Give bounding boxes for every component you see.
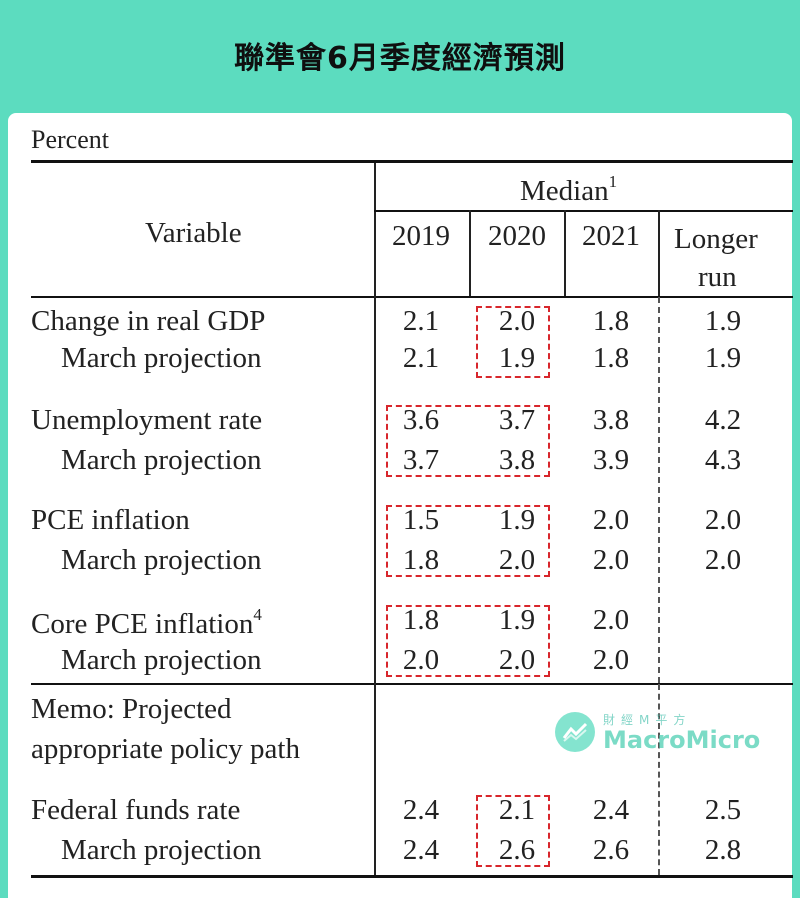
- cell-value: 2.0: [498, 644, 536, 676]
- row-label: PCE inflation: [31, 504, 190, 536]
- page-title: 聯準會6月季度經濟預測: [234, 41, 566, 76]
- row-label: Federal funds rate: [31, 794, 241, 826]
- median-underline: [374, 210, 793, 212]
- memo-label: Memo: Projected: [31, 693, 232, 725]
- row-label: March projection: [61, 342, 262, 374]
- row-label: Core PCE inflation4: [31, 605, 262, 640]
- cell-value: 2.0: [498, 305, 536, 337]
- cell-value: 3.8: [498, 444, 536, 476]
- cell-value: 4.2: [704, 404, 742, 436]
- cell-value: 2.4: [592, 794, 630, 826]
- cell-value: 3.9: [592, 444, 630, 476]
- year-divider: [469, 210, 471, 296]
- cell-value: 3.6: [402, 404, 440, 436]
- cell-value: 2.0: [592, 604, 630, 636]
- table-top-rule: [31, 160, 793, 163]
- memo-divider-rule: [31, 683, 793, 685]
- cell-value: 2.0: [592, 644, 630, 676]
- longer-run-dashed-divider: [658, 684, 660, 875]
- cell-value: 2.6: [592, 834, 630, 866]
- cell-value: 2.0: [704, 544, 742, 576]
- cell-value: 1.5: [402, 504, 440, 536]
- watermark: 財經M平方 MacroMicro: [555, 711, 760, 752]
- row-label: March projection: [61, 544, 262, 576]
- cell-value: 1.9: [704, 342, 742, 374]
- cell-value: 4.3: [704, 444, 742, 476]
- cell-value: 1.8: [402, 604, 440, 636]
- cell-value: 3.7: [402, 444, 440, 476]
- unit-label: Percent: [31, 125, 109, 154]
- cell-value: 3.8: [592, 404, 630, 436]
- cell-value: 1.9: [704, 305, 742, 337]
- cell-value: 2.6: [498, 834, 536, 866]
- year-divider: [658, 210, 660, 296]
- median-header: Median1: [520, 172, 618, 207]
- longer-run-header: run: [698, 261, 737, 293]
- projection-table-card: Percent Variable Median1 2019 2020 2021 …: [8, 113, 793, 898]
- cell-value: 3.7: [498, 404, 536, 436]
- year-divider: [564, 210, 566, 296]
- cell-value: 2.4: [402, 794, 440, 826]
- memo-label: appropriate policy path: [31, 733, 300, 765]
- cell-value: 2.0: [402, 644, 440, 676]
- cell-value: 1.8: [402, 544, 440, 576]
- longer-run-header: Longer: [674, 223, 758, 255]
- title-bar: 聯準會6月季度經濟預測: [0, 0, 800, 110]
- column-divider: [374, 163, 376, 875]
- row-label: Change in real GDP: [31, 305, 266, 337]
- cell-value: 2.0: [592, 504, 630, 536]
- cell-value: 2.8: [704, 834, 742, 866]
- year-header: 2019: [392, 220, 450, 252]
- table-bottom-rule: [31, 875, 793, 878]
- cell-value: 1.9: [498, 504, 536, 536]
- chart-logo-icon: [555, 711, 595, 752]
- watermark-cn: 財經M平方: [603, 713, 692, 727]
- highlight-box: [386, 605, 550, 677]
- header-bottom-rule: [31, 296, 793, 298]
- cell-value: 1.9: [498, 604, 536, 636]
- cell-value: 2.1: [402, 305, 440, 337]
- cell-value: 1.8: [592, 342, 630, 374]
- highlight-box: [386, 405, 550, 477]
- longer-run-dashed-divider: [658, 297, 660, 683]
- highlight-box: [386, 505, 550, 577]
- row-label: Unemployment rate: [31, 404, 263, 436]
- year-header: 2020: [488, 220, 546, 252]
- cell-value: 2.1: [498, 794, 536, 826]
- cell-value: 1.8: [592, 305, 630, 337]
- cell-value: 2.0: [704, 504, 742, 536]
- watermark-en: MacroMicro: [603, 726, 761, 754]
- year-header: 2021: [582, 220, 640, 252]
- highlight-box: [476, 306, 550, 378]
- cell-value: 1.9: [498, 342, 536, 374]
- cell-value: 2.0: [592, 544, 630, 576]
- variable-header: Variable: [145, 217, 242, 249]
- row-label: March projection: [61, 834, 262, 866]
- row-label: March projection: [61, 644, 262, 676]
- cell-value: 2.4: [402, 834, 440, 866]
- cell-value: 2.5: [704, 794, 742, 826]
- row-label: March projection: [61, 444, 262, 476]
- highlight-box: [476, 795, 550, 867]
- cell-value: 2.1: [402, 342, 440, 374]
- cell-value: 2.0: [498, 544, 536, 576]
